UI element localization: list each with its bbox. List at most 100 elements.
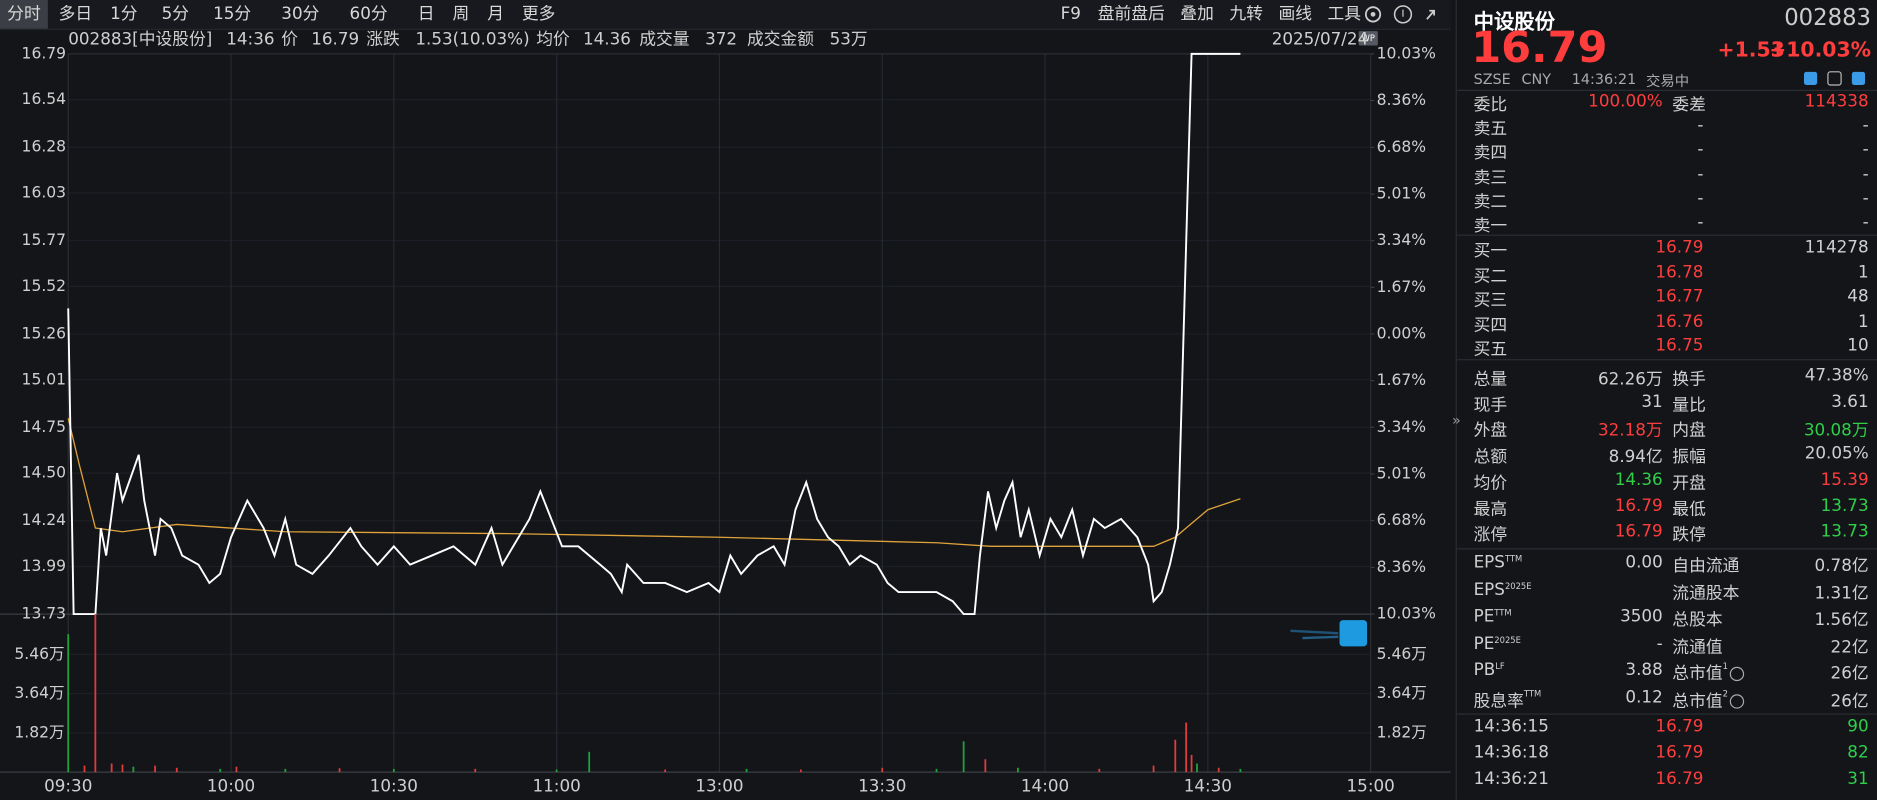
fundamentals-value: 0.78亿 — [1814, 556, 1869, 576]
quote-time: 14:36:21 — [1571, 70, 1637, 88]
bid-label: 买五 — [1473, 340, 1508, 360]
y-tick-label: 16.03 — [22, 184, 67, 202]
info-icon[interactable] — [1730, 666, 1745, 682]
bid-price: 16.75 — [1655, 336, 1704, 356]
y-tick-label: 15.26 — [22, 324, 67, 342]
tool-button[interactable]: 盘前盘后 — [1097, 4, 1165, 24]
fundamentals-value: 22亿 — [1830, 637, 1869, 657]
ask-label: 卖二 — [1473, 192, 1508, 212]
ask-price: - — [1697, 213, 1704, 233]
volume-bar — [154, 765, 156, 773]
ask-label: 卖一 — [1473, 216, 1508, 237]
tick-price: 16.79 — [1655, 743, 1704, 763]
x-tick-label: 14:00 — [1021, 775, 1069, 795]
fundamentals-label: 总市值1 — [1672, 661, 1745, 685]
ask-volume: - — [1862, 140, 1869, 160]
volume-tick-label: 5.46万 — [1377, 645, 1427, 663]
ask-price: - — [1697, 116, 1704, 136]
tab[interactable]: 30分 — [281, 4, 320, 24]
x-tick-label: 10:30 — [370, 775, 418, 795]
y-tick-label: 14.24 — [22, 511, 67, 529]
fundamentals-label: EPSTTM — [1473, 553, 1523, 573]
tab[interactable]: 月 — [487, 4, 504, 24]
chart-header: 002883[中设股份] 14:36 价 16.79 涨跌 1.53(10.03%) 均价 1… — [68, 29, 1368, 49]
toolbar-icons[interactable] — [1362, 0, 1446, 29]
stats-value: 15.39 — [1820, 470, 1869, 490]
y2-tick-label: 8.36% — [1377, 558, 1426, 576]
separator — [1456, 89, 1877, 91]
volume-bar — [110, 763, 113, 773]
tool-button[interactable]: 九转 — [1229, 4, 1263, 24]
tab[interactable]: 15分 — [213, 4, 252, 24]
x-tick-label: 10:00 — [207, 775, 255, 795]
tab[interactable]: 更多 — [521, 4, 556, 24]
label-sup: TTM — [1523, 688, 1542, 699]
fundamentals-value: 26亿 — [1830, 664, 1869, 684]
tab[interactable]: 周 — [452, 4, 470, 24]
volume-bar — [1190, 754, 1193, 773]
bid-price: 16.77 — [1655, 287, 1704, 307]
tool-button[interactable]: F9 — [1060, 4, 1081, 24]
bid-price: 16.76 — [1655, 312, 1704, 332]
tool-button[interactable]: 画线 — [1278, 4, 1312, 24]
y-tick-label: 15.52 — [22, 277, 67, 295]
fundamentals-label: 流通值 — [1672, 637, 1723, 657]
order-diff-label: 委差 — [1672, 95, 1706, 115]
tool-button[interactable]: 工具 — [1327, 4, 1362, 24]
separator — [1456, 359, 1877, 361]
quote-currency: CNY — [1521, 70, 1552, 88]
x-tick-label: 13:30 — [858, 775, 906, 795]
ask-price: - — [1697, 189, 1704, 209]
stats-label: 涨停 — [1473, 525, 1508, 545]
fundamentals-label: PBLF — [1473, 660, 1505, 680]
tab[interactable]: 分时 — [0, 0, 48, 29]
volume-bar — [235, 766, 238, 773]
volume-bar — [1239, 768, 1242, 773]
tick-volume: 90 — [1847, 717, 1869, 737]
stats-label: 现手 — [1473, 395, 1508, 416]
header-change-label: 涨跌 — [366, 29, 400, 49]
fundamentals-label: PE2025E — [1473, 633, 1521, 654]
tick-volume: 82 — [1847, 743, 1869, 763]
chart-area: WP 002883[中设股份] 14:36 价 16.79 涨跌 1.53(10.03%)… — [0, 29, 1451, 795]
tab[interactable]: 多日 — [58, 4, 93, 24]
ask-volume: - — [1862, 189, 1869, 209]
ask-price: - — [1697, 140, 1704, 160]
tick-time: 14:36:21 — [1473, 769, 1549, 789]
info-icon[interactable] — [1730, 693, 1745, 709]
label-sup: LF — [1495, 661, 1505, 672]
stats-value: 32.18万 — [1597, 421, 1663, 441]
tab[interactable]: 5分 — [161, 4, 190, 24]
bid-volume: 10 — [1847, 336, 1869, 356]
label-sup: 2025E — [1504, 581, 1532, 591]
y-tick-label: 16.79 — [22, 44, 67, 62]
panel-icons[interactable] — [1802, 71, 1874, 88]
volume-bar — [1185, 722, 1188, 773]
float-icon[interactable] — [1290, 620, 1368, 647]
x-tick-label: 13:00 — [695, 775, 743, 795]
tab[interactable]: 60分 — [349, 4, 388, 24]
tab[interactable]: 1分 — [110, 4, 138, 24]
stats-label: 跌停 — [1672, 525, 1706, 545]
header-symbol: 002883[中设股份] — [68, 29, 212, 49]
y2-tick-label: 3.34% — [1377, 231, 1426, 249]
volume-bar — [799, 769, 802, 773]
ask-label: 卖四 — [1473, 144, 1508, 164]
stock-code: 002883 — [1784, 4, 1872, 32]
stock-name: 中设股份 — [1473, 10, 1555, 35]
stats-label: 最低 — [1672, 499, 1706, 519]
tick-price: 16.79 — [1655, 769, 1704, 789]
fundamentals-value: 0.12 — [1625, 687, 1663, 707]
y2-tick-label: 5.01% — [1377, 185, 1426, 203]
ask-volume: - — [1862, 213, 1869, 233]
tab[interactable]: 日 — [417, 4, 435, 24]
x-tick-label: 14:30 — [1184, 775, 1232, 795]
collapse-handle[interactable]: » — [1452, 411, 1461, 429]
label-sup: TTM — [1504, 554, 1523, 564]
quote-exchange: SZSE — [1473, 70, 1511, 88]
y-tick-label: 16.28 — [22, 138, 67, 156]
volume-bar — [392, 768, 395, 773]
tool-button[interactable]: 叠加 — [1180, 4, 1214, 24]
